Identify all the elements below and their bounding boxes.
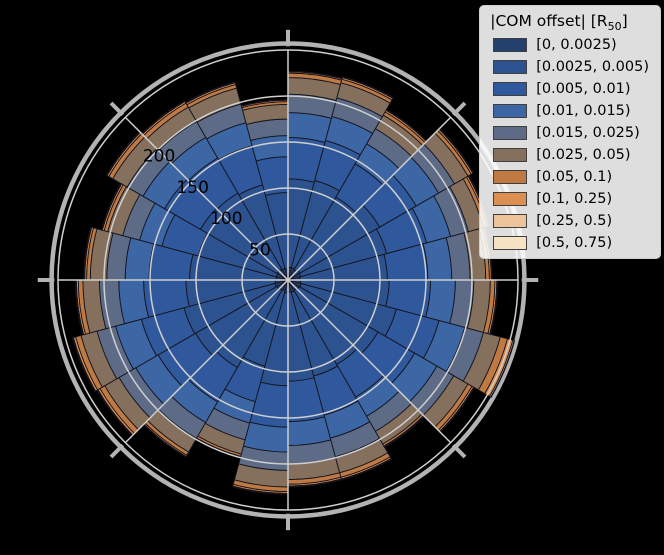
legend-title-prefix: |COM offset| [R (490, 12, 608, 30)
legend-rows: [0, 0.0025) [0.0025, 0.005) [0.005, 0.01) [… (489, 36, 649, 251)
legend-item: [0.05, 0.1) (493, 168, 649, 185)
legend-item: [0.005, 0.01) (493, 80, 649, 97)
polar-grid (57, 49, 519, 511)
legend-title: |COM offset| [R50] (490, 12, 649, 33)
legend-label: [0.015, 0.025) (536, 124, 640, 141)
bar-segment (142, 423, 187, 458)
bar-segment (105, 131, 141, 176)
legend-label: [0.1, 0.25) (536, 190, 613, 207)
angular-tick (451, 101, 467, 117)
legend-title-subscript: 50 (607, 20, 622, 34)
radial-tick-label: 50 (249, 241, 271, 261)
legend-label: [0.25, 0.5) (536, 212, 613, 229)
legend-label: [0, 0.0025) (536, 36, 617, 53)
legend-swatch (493, 38, 528, 53)
bar-segment (71, 337, 96, 393)
grid-spoke (124, 116, 289, 281)
grid-spoke (287, 279, 452, 444)
legend-item: [0.025, 0.05) (493, 146, 649, 163)
legend-label: [0.0025, 0.005) (536, 58, 649, 75)
legend-label: [0.5, 0.75) (536, 234, 613, 251)
legend-label: [0.005, 0.01) (536, 80, 631, 97)
legend-swatch (493, 170, 528, 185)
legend-item: [0.1, 0.25) (493, 190, 649, 207)
bar-segment (340, 458, 393, 481)
legend-item: [0.25, 0.5) (493, 212, 649, 229)
legend-title-suffix: ] (621, 12, 628, 30)
legend-item: [0.5, 0.75) (493, 234, 649, 251)
legend-swatch (493, 104, 528, 119)
legend-item: [0.0025, 0.005) (493, 58, 649, 75)
bars (71, 70, 516, 495)
legend-label: [0.05, 0.1) (536, 168, 613, 185)
grid-spoke (287, 116, 452, 281)
legend: |COM offset| [R50] [0, 0.0025) [0.0025, 0… (479, 5, 661, 260)
legend-label: [0.025, 0.05) (536, 146, 631, 163)
legend-swatch (493, 82, 528, 97)
legend-item: [0, 0.0025) (493, 36, 649, 53)
grid-spoke (124, 279, 289, 444)
legend-item: [0.015, 0.025) (493, 124, 649, 141)
legend-item: [0.01, 0.015) (493, 102, 649, 119)
bar-segment (490, 340, 516, 398)
angular-tick (451, 443, 467, 459)
angular-tick (109, 443, 125, 459)
angular-tick (109, 101, 125, 117)
legend-swatch (493, 126, 528, 141)
legend-swatch (493, 192, 528, 207)
bar-segment (341, 75, 394, 99)
legend-label: [0.01, 0.015) (536, 102, 631, 119)
radial-tick-label: 200 (143, 146, 175, 166)
legend-swatch (493, 60, 528, 75)
legend-swatch (493, 148, 528, 163)
legend-swatch (493, 236, 528, 251)
legend-swatch (493, 214, 528, 229)
radial-tick-label: 150 (176, 178, 208, 198)
radial-tick-label: 100 (210, 209, 242, 229)
